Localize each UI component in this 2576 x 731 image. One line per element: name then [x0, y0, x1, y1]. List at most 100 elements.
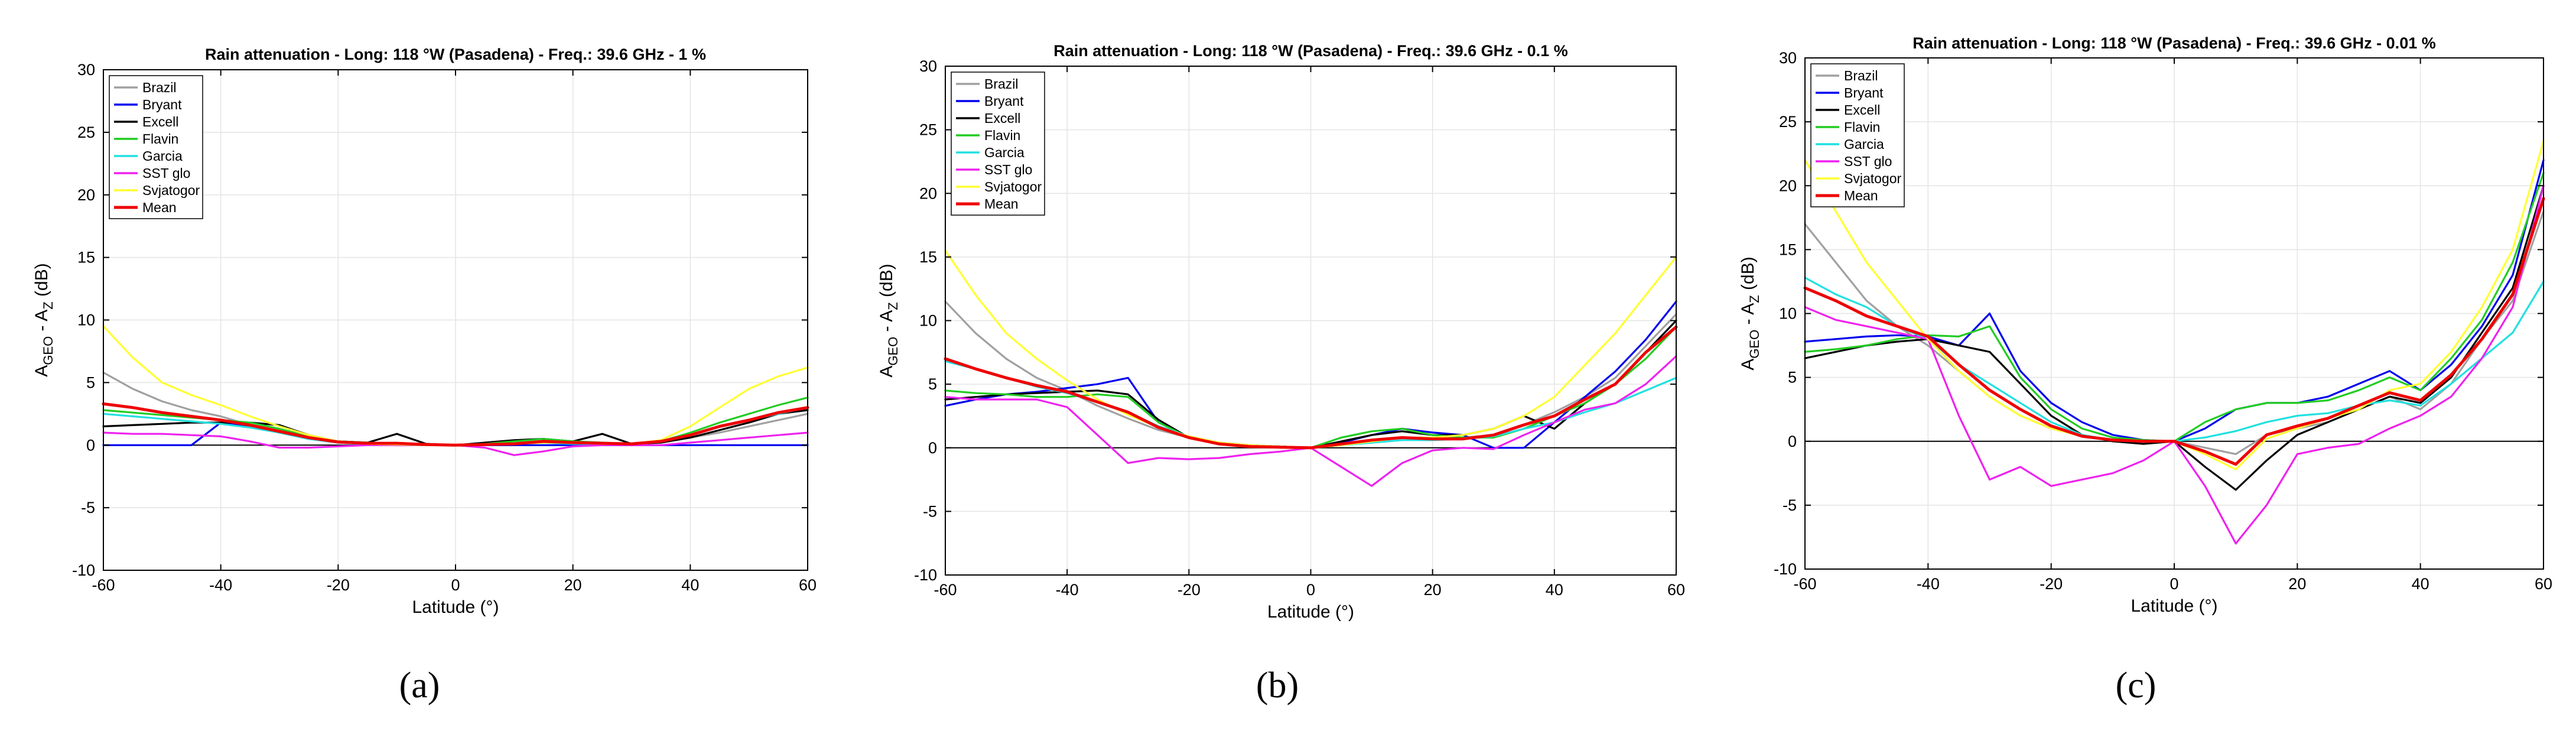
y-axis-label-subscript: GEO: [41, 336, 56, 365]
y-axis-label: AGEO - AZ (dB): [32, 263, 56, 376]
legend-label: Svjatogor: [984, 179, 1042, 194]
series-line-mean: [102, 402, 809, 447]
y-axis-label-subscript: Z: [1747, 295, 1762, 303]
legend-label: Svjatogor: [1844, 171, 1902, 186]
y-axis-label-part: - A: [32, 310, 51, 336]
panel-caption: (c): [2116, 665, 2157, 706]
y-tick-label: 20: [1779, 177, 1797, 194]
panel-caption: (b): [1256, 665, 1299, 706]
legend-label: SST glo: [142, 165, 190, 181]
y-tick-label: 0: [1788, 433, 1797, 450]
y-axis-label-subscript: Z: [41, 301, 56, 309]
legend-label: Brazil: [984, 76, 1019, 92]
x-tick-label: 0: [2170, 575, 2178, 593]
y-tick-label: -5: [923, 502, 937, 520]
y-tick-label: 30: [77, 61, 95, 79]
legend-box: [1810, 63, 1905, 207]
chart-a: -60 -40 -20 0 20 40 60 -10 -5 0 5 10 15 20 25 30 Rain at…: [32, 46, 817, 706]
y-tick-label: 30: [919, 57, 937, 75]
y-axis-label: AGEO - AZ (dB): [877, 264, 900, 377]
x-tick-label: 40: [681, 576, 699, 594]
legend-label: Bryant: [142, 97, 182, 112]
y-tick-label: -10: [72, 561, 95, 579]
x-tick-label: 40: [1546, 581, 1563, 599]
y-axis-label-part: - A: [1738, 303, 1758, 330]
x-axis-label: Latitude (°): [1267, 602, 1354, 622]
y-tick-label: -5: [81, 499, 95, 516]
series-line-mean: [1803, 197, 2545, 466]
legend-label: Excell: [142, 114, 178, 129]
panel-caption: (a): [399, 665, 440, 706]
x-axis-label: Latitude (°): [2131, 596, 2217, 616]
x-tick-label: -60: [934, 581, 957, 599]
y-tick-label: 25: [1779, 113, 1797, 131]
chart-b: -60 -40 -20 0 20 40 60 -10 -5 0 5 10 15 20 25 30 Rain at…: [877, 42, 1685, 706]
x-tick-label: 20: [564, 576, 582, 594]
series-line-mean: [944, 325, 1678, 450]
y-tick-label: 0: [928, 439, 937, 457]
legend-label: SST glo: [1844, 154, 1892, 169]
x-tick-label: 0: [1306, 581, 1315, 599]
legend-label: Excell: [1844, 102, 1880, 118]
legend-label: Mean: [984, 196, 1019, 212]
y-tick-label: 10: [77, 311, 95, 329]
y-tick-label: 20: [77, 186, 95, 204]
legend-label: Flavin: [1844, 119, 1880, 135]
legend-label: Brazil: [1844, 68, 1878, 83]
y-tick-label: 20: [919, 184, 937, 202]
chart-title: Rain attenuation - Long: 118 °W (Pasaden…: [205, 46, 706, 63]
x-tick-label: -20: [327, 576, 350, 594]
y-tick-label: 10: [919, 312, 937, 330]
y-tick-label: 25: [919, 121, 937, 139]
x-tick-label: -20: [1178, 581, 1201, 599]
y-axis-label-part: A: [877, 366, 896, 378]
y-axis-label-part: (dB): [32, 263, 51, 301]
y-tick-label: 5: [928, 375, 937, 393]
x-tick-label: 20: [2288, 575, 2306, 593]
legend-label: Mean: [142, 200, 177, 215]
legend-label: Flavin: [142, 131, 178, 147]
y-tick-label: -10: [1774, 560, 1797, 578]
x-tick-label: 20: [1424, 581, 1442, 599]
legend-label: Excell: [984, 111, 1020, 126]
legend-label: Brazil: [142, 80, 177, 95]
x-tick-label: -60: [92, 576, 115, 594]
chart-title: Rain attenuation - Long: 118 °W (Pasaden…: [1053, 42, 1567, 60]
legend-box: [109, 75, 203, 219]
legend-label: Svjatogor: [142, 183, 200, 198]
y-axis-label-subscript: Z: [886, 302, 900, 310]
x-tick-label: -40: [1056, 581, 1079, 599]
x-tick-label: -40: [209, 576, 232, 594]
y-axis-label-part: A: [1738, 359, 1758, 371]
legend-box: [951, 72, 1045, 216]
y-tick-label: -5: [1783, 496, 1797, 514]
y-axis-label-subscript: GEO: [886, 337, 900, 366]
y-tick-label: 5: [1788, 369, 1797, 386]
y-tick-label: 15: [919, 248, 937, 266]
legend-label: Bryant: [984, 93, 1024, 109]
x-tick-label: 60: [799, 576, 817, 594]
legend-label: Garcia: [984, 145, 1024, 160]
y-axis-label-part: - A: [877, 310, 896, 337]
y-axis-label-part: (dB): [877, 264, 896, 302]
legend-label: SST glo: [984, 162, 1032, 177]
x-tick-label: 40: [2412, 575, 2429, 593]
y-tick-label: 0: [86, 436, 95, 454]
y-tick-label: 30: [1779, 49, 1797, 67]
chart-c: -60 -40 -20 0 20 40 60 -10 -5 0 5 10 15 20 25 30 Rain at…: [1738, 34, 2552, 706]
legend-label: Flavin: [984, 128, 1020, 143]
legend-label: Garcia: [1844, 137, 1884, 152]
chart-title: Rain attenuation - Long: 118 °W (Pasaden…: [1913, 34, 2435, 52]
legend-label: Bryant: [1844, 85, 1884, 100]
x-axis-label: Latitude (°): [412, 597, 499, 617]
y-tick-label: 25: [77, 124, 95, 141]
x-tick-label: 60: [2535, 575, 2552, 593]
y-tick-label: -10: [914, 566, 937, 584]
x-tick-label: 0: [451, 576, 460, 594]
y-axis-label-part: A: [32, 365, 51, 377]
y-axis-label-subscript: GEO: [1747, 330, 1762, 359]
